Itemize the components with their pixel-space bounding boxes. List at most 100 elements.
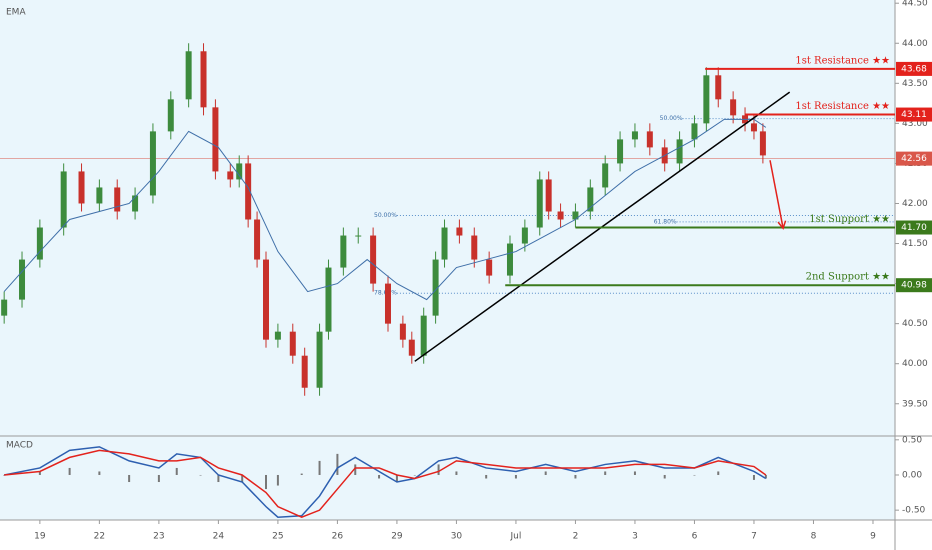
arrow-head (777, 220, 787, 230)
histogram-bar (633, 471, 636, 475)
level-name: 2nd Support ★★ (806, 272, 890, 283)
candle-body (384, 283, 391, 324)
histogram-bar (455, 471, 458, 475)
histogram-bar (38, 471, 41, 475)
x-tick-label: 22 (94, 532, 105, 542)
candle-body (78, 171, 85, 204)
histogram-bar (574, 474, 577, 479)
candle-body (167, 99, 174, 132)
candle-body (676, 139, 683, 164)
candle-body (408, 339, 415, 356)
x-tick-label: 24 (213, 532, 225, 542)
arrow (769, 160, 784, 229)
macd-line (4, 446, 767, 518)
y-tick-label: 43.50 (902, 79, 928, 89)
candle-body (486, 259, 493, 276)
price-axis (895, 0, 932, 550)
histogram-bar (752, 474, 755, 480)
histogram-bar (395, 474, 398, 483)
y-tick-label: 42.00 (902, 199, 928, 209)
y-tick-label: 0.50 (902, 435, 922, 445)
x-tick-label: 3 (632, 532, 638, 542)
candle-body (715, 75, 722, 100)
histogram-bar (241, 474, 244, 483)
candle-body (132, 195, 139, 212)
fib-label: 61.80% (654, 218, 677, 225)
histogram-bar (157, 474, 160, 483)
candle-body (1, 299, 8, 316)
histogram-bar (300, 473, 303, 475)
x-tick-label: Jul (510, 532, 522, 542)
histogram-bar (413, 474, 416, 476)
histogram-bar (717, 471, 720, 475)
candle-body (750, 123, 757, 132)
y-tick-label: 39.50 (902, 399, 928, 409)
candle-body (399, 323, 406, 340)
candle-body (114, 187, 121, 212)
histogram-bar (175, 467, 178, 475)
candle-body (691, 123, 698, 140)
candle-body (456, 227, 463, 236)
histogram-bar (544, 471, 547, 475)
histogram-bar (318, 460, 321, 475)
candle-body (19, 259, 26, 300)
fib-label: 50.00% (660, 115, 683, 122)
y-tick-label: 41.50 (902, 239, 928, 249)
candle-body (557, 211, 564, 220)
candle-body (355, 235, 362, 237)
candle-body (301, 355, 308, 388)
histogram-bar (378, 474, 381, 479)
x-tick-label: 23 (153, 532, 164, 542)
histogram-bar (128, 474, 131, 483)
x-tick-label: 30 (451, 532, 463, 542)
candle-body (521, 227, 528, 244)
candle-body (572, 211, 579, 220)
candle-body (441, 227, 448, 260)
candle-body (289, 331, 296, 356)
plot-background (0, 0, 895, 520)
candle-body (602, 163, 609, 188)
candle-body (587, 187, 594, 212)
macd-line (4, 449, 767, 518)
histogram-bar (663, 474, 666, 479)
candle-body (200, 51, 207, 108)
histogram-bar (265, 474, 268, 490)
candle-body (370, 235, 377, 284)
level-tag-label: 43.11 (901, 110, 927, 120)
histogram-bar (336, 453, 339, 475)
y-tick-label: 44.50 (902, 0, 928, 9)
level-tag-label: 40.98 (901, 281, 927, 291)
x-tick-label: 26 (332, 532, 344, 542)
indicator-label: MACD (6, 441, 33, 451)
candle-body (185, 51, 192, 100)
candle-body (646, 131, 653, 148)
level-tag (896, 61, 932, 76)
y-tick-label: -0.50 (902, 506, 926, 516)
candle-body (254, 219, 261, 260)
histogram-bar (68, 467, 71, 475)
x-tick-label: 25 (272, 532, 283, 542)
price-tag (896, 151, 932, 166)
level-name: 1st Resistance ★★ (795, 55, 890, 66)
candle-body (325, 267, 332, 332)
level-name: 1st Resistance ★★ (795, 101, 890, 112)
candle-body (96, 187, 103, 204)
candle-body (617, 139, 624, 164)
candle-body (506, 243, 513, 276)
x-tick-label: 2 (573, 532, 579, 542)
x-tick-label: 29 (391, 532, 403, 542)
candle-body (703, 75, 710, 124)
ema-line (3, 118, 767, 301)
histogram-bar (199, 474, 202, 476)
candle-body (274, 331, 281, 340)
y-tick-label: 40.50 (902, 319, 928, 329)
level-name: 1st Support ★★ (809, 214, 890, 225)
histogram-bar (437, 464, 440, 475)
candle-body (340, 235, 347, 268)
candle-body (536, 179, 543, 228)
x-tick-label: 19 (34, 532, 46, 542)
x-tick-label: 6 (692, 532, 698, 542)
indicator-label: EMA (6, 8, 26, 18)
histogram-bar (514, 474, 517, 479)
